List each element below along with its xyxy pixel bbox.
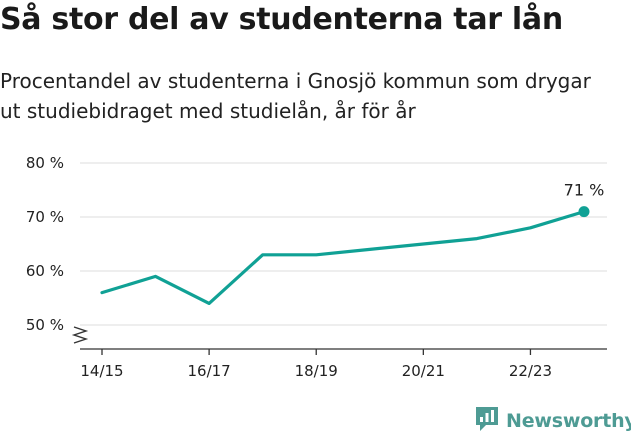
x-tick-label: 22/23 [509,362,552,380]
chart-title: Så stor del av studenterna tar lån [0,2,563,37]
newsworthy-logo-text: Newsworthy [506,410,631,432]
gridlines [80,162,607,326]
last-value-label: 71 % [564,181,605,200]
chart-subtitle: Procentandel av studenterna i Gnosjö kom… [0,69,591,123]
y-tick-label: 70 % [26,208,64,226]
x-tick-labels: 14/15 16/17 18/19 20/21 22/23 [80,362,552,380]
last-data-point [578,206,590,218]
x-axis [80,348,607,355]
y-tick-label: 60 % [26,262,64,280]
newsworthy-logo-icon [474,405,500,437]
x-tick-label: 16/17 [187,362,230,380]
y-axis-break [71,326,89,344]
y-tick-labels: 50 % 60 % 70 % 80 % [26,154,64,334]
x-tick-label: 18/19 [295,362,338,380]
y-tick-label: 80 % [26,154,64,172]
axis-break-zigzag [71,326,89,344]
x-tick-label: 20/21 [402,362,445,380]
series-line [100,210,586,305]
newsworthy-logo: Newsworthy [474,406,631,436]
x-tick-label: 14/15 [80,362,123,380]
data-series: 71 % [100,181,605,305]
y-tick-label: 50 % [26,316,64,334]
